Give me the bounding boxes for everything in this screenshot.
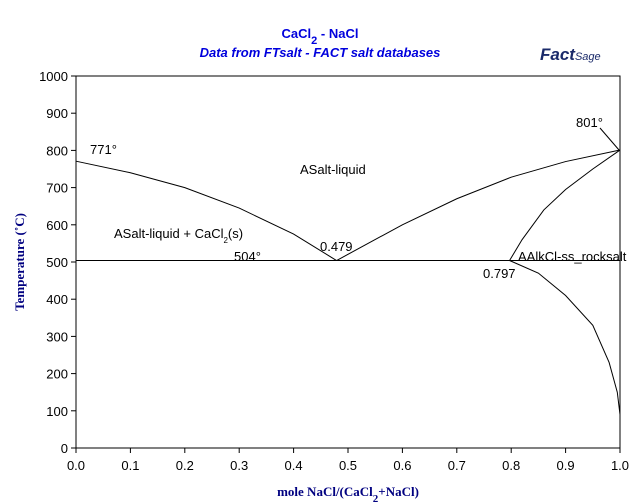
y-tick-label: 100 <box>46 404 68 419</box>
y-tick-label: 0 <box>61 441 68 456</box>
logo: FactSage <box>540 45 601 64</box>
x-tick-label: 0.2 <box>176 458 194 473</box>
y-tick-label: 700 <box>46 181 68 196</box>
x-tick-label: 0.1 <box>121 458 139 473</box>
y-tick-label: 300 <box>46 329 68 344</box>
annotation: ASalt-liquid <box>300 162 366 177</box>
chart-title: CaCl2 - NaCl <box>282 26 359 47</box>
phase-boundary <box>509 149 621 261</box>
y-tick-label: 1000 <box>39 69 68 84</box>
annotation: 801° <box>576 115 603 130</box>
annotation: ASalt-liquid + CaCl2(s) <box>114 226 243 245</box>
text-part: 0.479 <box>320 239 353 254</box>
phase-boundary <box>509 260 621 415</box>
subscript: 2 <box>373 493 379 504</box>
phase-boundary <box>75 160 337 261</box>
y-tick-label: 600 <box>46 218 68 233</box>
x-axis-label: mole NaCl/(CaCl2+NaCl) <box>277 484 419 504</box>
logo-part: Sage <box>575 51 601 63</box>
x-tick-label: 0.0 <box>67 458 85 473</box>
text-part: 801° <box>576 115 603 130</box>
y-tick-label: 800 <box>46 143 68 158</box>
y-axis-label: Temperature (˚C) <box>12 213 27 311</box>
text-part: (s) <box>228 226 243 241</box>
x-tick-label: 1.0 <box>611 458 629 473</box>
x-tick-label: 0.5 <box>339 458 357 473</box>
text-part: 0.797 <box>483 266 516 281</box>
x-tick-label: 0.7 <box>448 458 466 473</box>
y-tick-label: 900 <box>46 106 68 121</box>
annotation: 0.797 <box>483 266 516 281</box>
leader-line <box>599 127 620 151</box>
y-tick-label: 200 <box>46 367 68 382</box>
text-part: ASalt-liquid + CaCl <box>114 226 224 241</box>
text-part: mole NaCl/(CaCl <box>277 484 373 499</box>
text-part: +NaCl) <box>378 484 419 499</box>
text-part: - NaCl <box>317 26 358 41</box>
chart-subtitle: Data from FTsalt - FACT salt databases <box>200 45 441 60</box>
text-part: 504° <box>234 249 261 264</box>
x-tick-label: 0.6 <box>393 458 411 473</box>
annotation: 504° <box>234 249 261 264</box>
x-tick-label: 0.8 <box>502 458 520 473</box>
annotation: AAlkCl-ss_rocksalt <box>518 249 627 264</box>
text-part: 771° <box>90 142 117 157</box>
x-tick-label: 0.9 <box>557 458 575 473</box>
y-tick-label: 500 <box>46 255 68 270</box>
subscript: 2 <box>311 35 317 47</box>
x-tick-label: 0.3 <box>230 458 248 473</box>
text-part: AAlkCl-ss_rocksalt <box>518 249 627 264</box>
annotation: 0.479 <box>320 239 353 254</box>
x-tick-label: 0.4 <box>285 458 303 473</box>
phase-boundary <box>336 149 621 261</box>
text-part: CaCl <box>282 26 312 41</box>
logo-part: Fact <box>540 45 576 64</box>
subscript: 2 <box>223 236 228 245</box>
y-tick-label: 400 <box>46 292 68 307</box>
annotation: 771° <box>90 142 117 157</box>
text-part: ASalt-liquid <box>300 162 366 177</box>
